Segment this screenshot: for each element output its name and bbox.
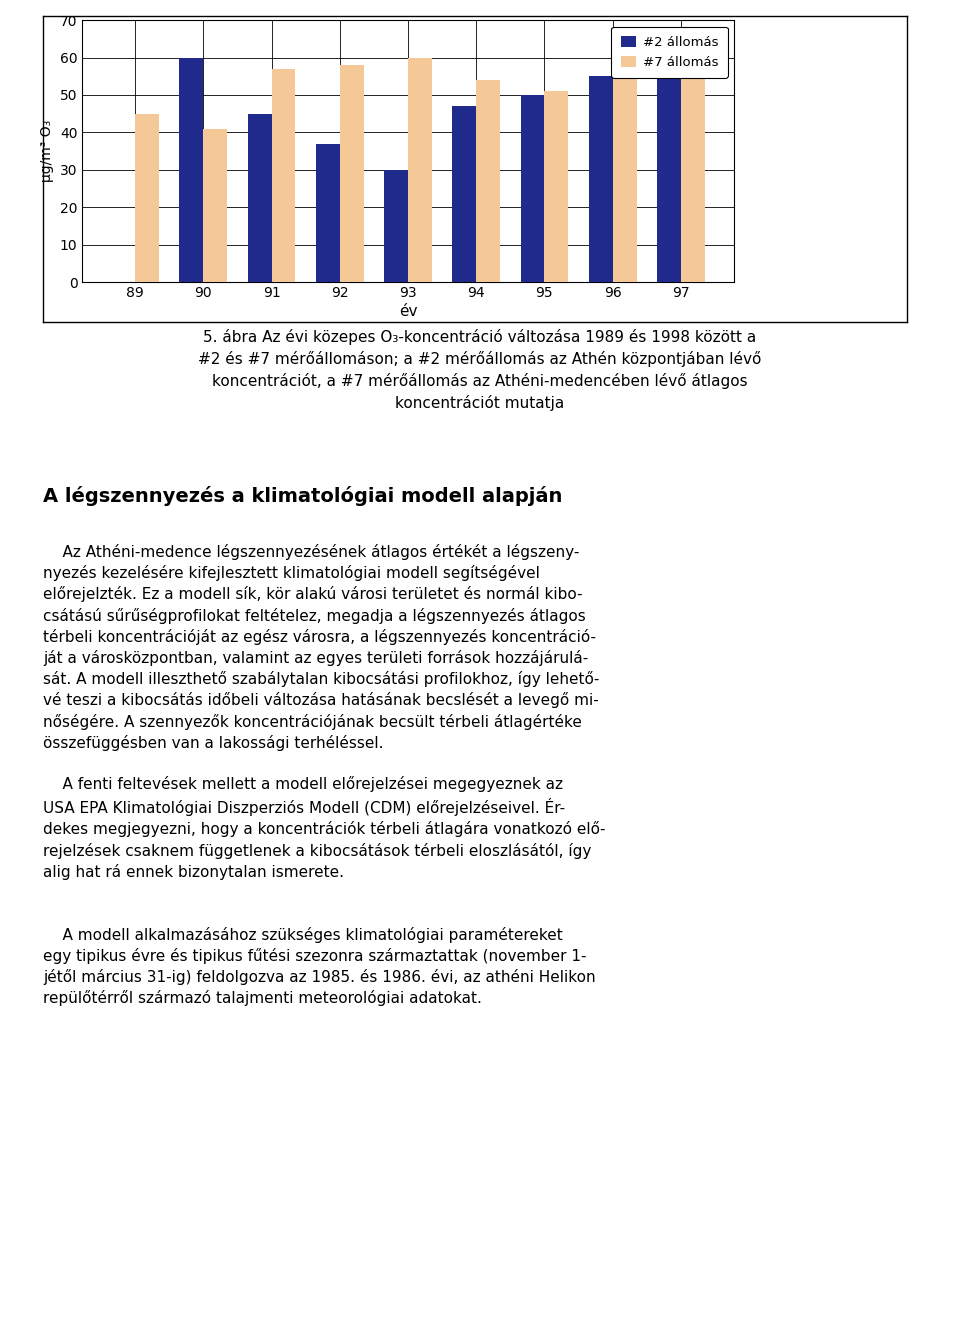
- Text: 5. ábra Az évi közepes O₃-koncentráció változása 1989 és 1998 között a
#2 és #7 : 5. ábra Az évi közepes O₃-koncentráció v…: [199, 329, 761, 411]
- Y-axis label: μg/m³ O₃: μg/m³ O₃: [40, 120, 55, 183]
- Text: Az Athéni-medence légszennyezésének átlagos értékét a légszeny-
nyezés kezelésér: Az Athéni-medence légszennyezésének átla…: [43, 544, 600, 751]
- Bar: [248, 114, 272, 282]
- Bar: [681, 64, 705, 282]
- Bar: [476, 81, 500, 282]
- Bar: [452, 106, 476, 282]
- Bar: [272, 68, 296, 282]
- Bar: [204, 129, 228, 282]
- Bar: [520, 95, 544, 282]
- Bar: [135, 114, 159, 282]
- Text: A modell alkalmazásához szükséges klimatológiai paramétereket
egy tipikus évre é: A modell alkalmazásához szükséges klimat…: [43, 927, 596, 1006]
- Bar: [384, 169, 408, 282]
- Text: A légszennyezés a klimatológiai modell alapján: A légszennyezés a klimatológiai modell a…: [43, 486, 563, 506]
- Bar: [657, 73, 681, 282]
- X-axis label: év: év: [398, 305, 418, 320]
- Bar: [340, 64, 364, 282]
- Bar: [180, 58, 204, 282]
- Text: A fenti feltevések mellett a modell előrejelzései megegyeznek az
USA EPA Klimato: A fenti feltevések mellett a modell előr…: [43, 776, 606, 880]
- Bar: [544, 91, 568, 282]
- Bar: [408, 58, 432, 282]
- Bar: [612, 73, 636, 282]
- Bar: [588, 77, 612, 282]
- Bar: [316, 144, 340, 282]
- Legend: #2 állomás, #7 állomás: #2 állomás, #7 állomás: [612, 27, 728, 78]
